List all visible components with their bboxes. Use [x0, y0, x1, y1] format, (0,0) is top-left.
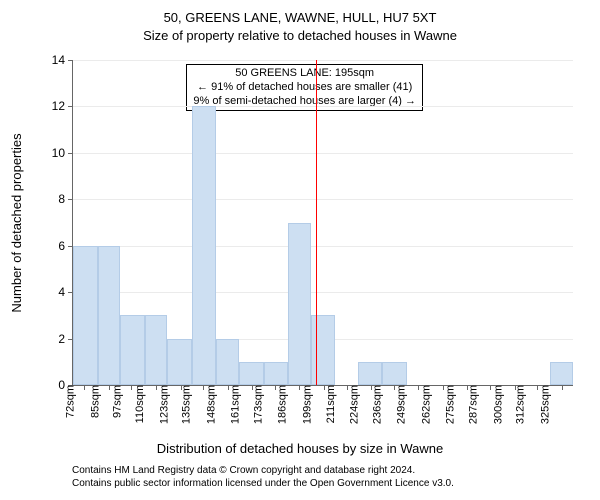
y-axis-label: Number of detached properties — [9, 133, 24, 312]
histogram-bar — [120, 315, 145, 385]
histogram-bar — [167, 339, 192, 385]
gridline — [73, 292, 573, 293]
histogram-bar — [239, 362, 264, 385]
y-tick-label: 2 — [58, 332, 73, 346]
x-tick-label: 173sqm — [246, 385, 264, 424]
gridline — [73, 153, 573, 154]
histogram-bar — [73, 246, 98, 385]
histogram-bar — [216, 339, 239, 385]
x-tick-label: 249sqm — [390, 385, 408, 424]
chart-frame: 50, GREENS LANE, WAWNE, HULL, HU7 5XT Si… — [0, 0, 600, 500]
x-tick — [562, 385, 563, 390]
reference-line — [316, 60, 317, 385]
x-tick-label: 262sqm — [414, 385, 432, 424]
histogram-bar — [288, 223, 311, 386]
annotation-box: 50 GREENS LANE: 195sqm ← 91% of detached… — [186, 64, 423, 111]
chart-subtitle: Size of property relative to detached ho… — [0, 28, 600, 43]
x-tick-label: 275sqm — [439, 385, 457, 424]
annotation-line1: 50 GREENS LANE: 195sqm — [193, 67, 416, 81]
x-tick-label: 287sqm — [461, 385, 479, 424]
histogram-bar — [98, 246, 121, 385]
x-tick-label: 300sqm — [486, 385, 504, 424]
x-tick-label: 135sqm — [175, 385, 193, 424]
x-tick-label: 72sqm — [59, 385, 77, 418]
x-tick-label: 211sqm — [318, 385, 336, 423]
x-axis-label: Distribution of detached houses by size … — [0, 441, 600, 456]
histogram-bar — [550, 362, 573, 385]
gridline — [73, 106, 573, 107]
x-tick-label: 236sqm — [365, 385, 383, 424]
histogram-bar — [192, 106, 217, 385]
x-tick-label: 224sqm — [343, 385, 361, 424]
x-tick-label: 312sqm — [509, 385, 527, 424]
y-tick-label: 8 — [58, 192, 73, 206]
gridline — [73, 60, 573, 61]
histogram-bar — [145, 315, 168, 385]
x-tick-label: 148sqm — [199, 385, 217, 424]
x-tick-label: 85sqm — [83, 385, 101, 418]
y-tick-label: 4 — [58, 285, 73, 299]
y-tick-label: 6 — [58, 239, 73, 253]
gridline — [73, 246, 573, 247]
attribution-line1: Contains HM Land Registry data © Crown c… — [72, 465, 454, 478]
histogram-bar — [311, 315, 336, 385]
x-tick-label: 110sqm — [128, 385, 146, 423]
x-tick-label: 123sqm — [152, 385, 170, 424]
histogram-bar — [264, 362, 289, 385]
x-tick-label: 199sqm — [295, 385, 313, 424]
x-tick-label: 161sqm — [224, 385, 242, 424]
histogram-bar — [358, 362, 383, 385]
annotation-line2: ← 91% of detached houses are smaller (41… — [193, 81, 416, 95]
gridline — [73, 199, 573, 200]
x-tick-label: 186sqm — [271, 385, 289, 424]
y-tick-label: 12 — [52, 99, 73, 113]
plot-area: 50 GREENS LANE: 195sqm ← 91% of detached… — [72, 60, 573, 386]
y-tick-label: 14 — [52, 53, 73, 67]
x-tick-label: 97sqm — [106, 385, 124, 418]
histogram-bar — [382, 362, 407, 385]
chart-title: 50, GREENS LANE, WAWNE, HULL, HU7 5XT — [0, 10, 600, 25]
attribution-line2: Contains public sector information licen… — [72, 478, 454, 491]
y-tick-label: 10 — [52, 146, 73, 160]
x-tick-label: 325sqm — [533, 385, 551, 424]
attribution: Contains HM Land Registry data © Crown c… — [72, 465, 454, 490]
